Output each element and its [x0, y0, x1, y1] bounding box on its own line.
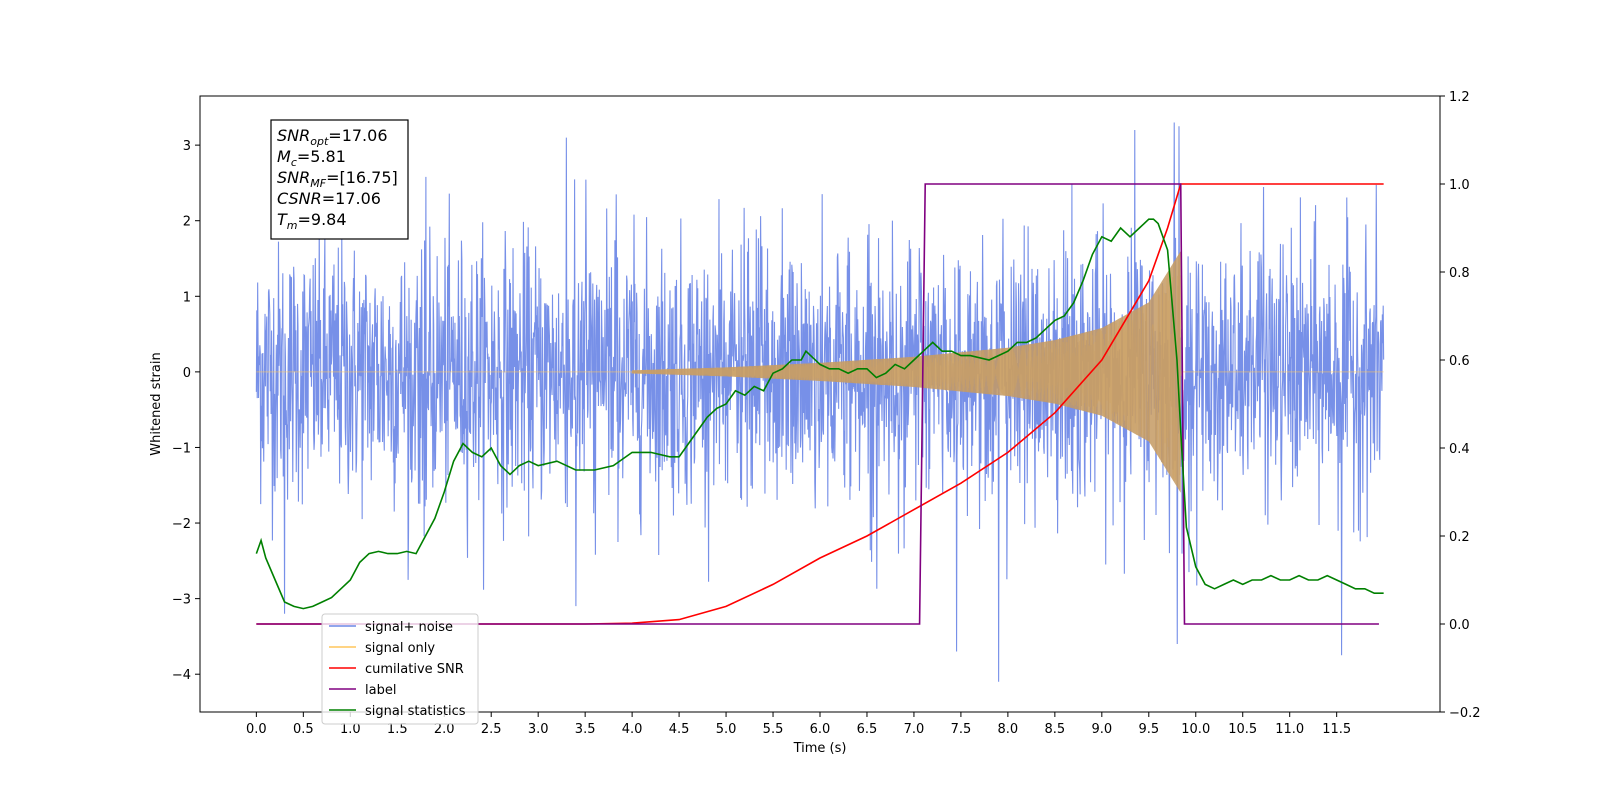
annotation-line: Tm=9.84 — [277, 210, 347, 232]
legend-item[interactable]: label — [329, 683, 396, 698]
legend-item[interactable]: signal only — [329, 641, 435, 656]
annotation-line: Mc=5.81 — [277, 147, 346, 169]
x-tick-label: 11.5 — [1322, 722, 1351, 737]
y2-tick-label: 0.8 — [1449, 266, 1470, 281]
legend-label: signal statistics — [365, 704, 466, 719]
x-tick-label: 1.5 — [387, 722, 408, 737]
x-tick-label: 7.5 — [951, 722, 972, 737]
series-cumulative-snr — [256, 183, 1384, 625]
y2-tick-label: 0.6 — [1449, 354, 1470, 369]
y2-tick-label: 0.4 — [1449, 442, 1470, 457]
x-axis: 0.0 0.5 1.0 1.5 2.0 2.5 3.0 3.5 4.0 4.5 5.0 5.5 6.0 6… — [246, 712, 1351, 737]
annotation-line: SNRopt=17.06 — [277, 126, 388, 148]
annotation-box: SNRopt=17.06Mc=5.81SNRMF=[16.75]CSNR=17.… — [270, 119, 409, 240]
y2-tick-label: 1.2 — [1449, 90, 1470, 105]
x-tick-label: 10.0 — [1181, 722, 1210, 737]
series-signal-statistics — [255, 218, 1384, 610]
x-tick-label: 4.5 — [669, 722, 690, 737]
y-tick-label: −2 — [172, 517, 191, 532]
x-tick-label: 0.5 — [293, 722, 314, 737]
y2-tick-label: 1.0 — [1449, 178, 1470, 193]
x-tick-label: 6.5 — [857, 722, 878, 737]
series-label — [256, 183, 1379, 625]
x-tick-label: 9.0 — [1091, 722, 1112, 737]
x-tick-label: 8.0 — [998, 722, 1019, 737]
annotation-line: SNRMF=[16.75] — [277, 168, 398, 190]
x-tick-label: 5.5 — [763, 722, 784, 737]
legend-item[interactable]: signal statistics — [329, 704, 466, 719]
x-tick-label: 0.0 — [246, 722, 267, 737]
y-tick-label: −4 — [172, 668, 191, 683]
y-axis-left: −4 −3 −2 −1 0 1 2 3 — [172, 139, 200, 683]
x-tick-label: 2.5 — [481, 722, 502, 737]
y-tick-label: 3 — [183, 139, 191, 154]
legend-label: cumilative SNR — [365, 662, 464, 677]
series-signal-plus-noise — [255, 122, 1385, 682]
legend[interactable]: signal+ noise signal only cumilative SNR la… — [321, 613, 479, 725]
y-axis-label: Whitened strain — [149, 352, 164, 455]
x-axis-label: Time (s) — [793, 741, 847, 756]
legend-label: signal+ noise — [365, 620, 453, 635]
x-tick-label: 2.0 — [434, 722, 455, 737]
x-tick-label: 6.0 — [810, 722, 831, 737]
x-tick-label: 11.0 — [1275, 722, 1304, 737]
y-axis-right: −0.2 0.0 0.2 0.4 0.6 0.8 1.0 1.2 — [1440, 90, 1481, 721]
x-tick-label: 3.0 — [528, 722, 549, 737]
series-layer — [255, 122, 1385, 682]
x-tick-label: 4.0 — [622, 722, 643, 737]
legend-label: signal only — [365, 641, 435, 656]
legend-frame — [321, 613, 479, 725]
x-tick-label: 10.5 — [1228, 722, 1257, 737]
y2-tick-label: −0.2 — [1449, 706, 1481, 721]
x-tick-label: 5.0 — [716, 722, 737, 737]
legend-label: label — [365, 683, 396, 698]
annotation-frame — [270, 119, 409, 240]
annotation-line: CSNR=17.06 — [277, 189, 381, 208]
y2-tick-label: 0.0 — [1449, 618, 1470, 633]
x-tick-label: 8.5 — [1045, 722, 1066, 737]
legend-item[interactable]: signal+ noise — [329, 620, 453, 635]
y-tick-label: 2 — [183, 215, 191, 230]
x-tick-label: 1.0 — [340, 722, 361, 737]
x-tick-label: 3.5 — [575, 722, 596, 737]
y-tick-label: 1 — [183, 290, 191, 305]
y-tick-label: −3 — [172, 593, 191, 608]
x-tick-label: 7.0 — [904, 722, 925, 737]
y-tick-label: −1 — [172, 441, 191, 456]
y2-tick-label: 0.2 — [1449, 530, 1470, 545]
series-signal-only-envelope — [632, 250, 1181, 493]
x-tick-label: 9.5 — [1138, 722, 1159, 737]
legend-item[interactable]: cumilative SNR — [329, 662, 464, 677]
y-tick-label: 0 — [183, 366, 191, 381]
